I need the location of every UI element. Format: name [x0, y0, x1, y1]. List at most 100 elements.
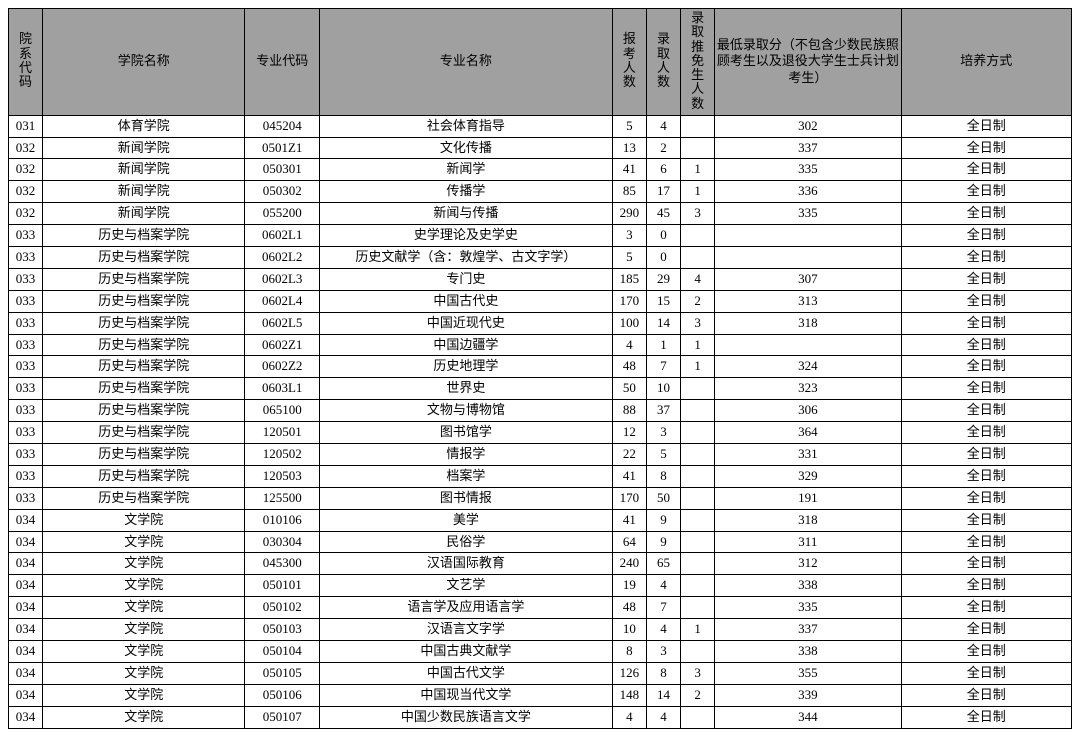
cell-dept_name: 历史与档案学院 — [43, 247, 245, 269]
cell-dept_code: 034 — [9, 597, 43, 619]
cell-major_name: 汉语国际教育 — [319, 553, 612, 575]
cell-dept_name: 文学院 — [43, 641, 245, 663]
cell-dept_code: 034 — [9, 641, 43, 663]
cell-applicants: 170 — [612, 290, 646, 312]
cell-applicants: 13 — [612, 137, 646, 159]
cell-dept_name: 文学院 — [43, 619, 245, 641]
table-row: 033历史与档案学院120503档案学418329全日制 — [9, 465, 1072, 487]
table-row: 031体育学院045204社会体育指导54302全日制 — [9, 115, 1072, 137]
table-row: 033历史与档案学院0602L4中国古代史170152313全日制 — [9, 290, 1072, 312]
cell-dept_name: 历史与档案学院 — [43, 444, 245, 466]
table-row: 033历史与档案学院065100文物与博物馆8837306全日制 — [9, 400, 1072, 422]
table-row: 034文学院050103汉语言文字学1041337全日制 — [9, 619, 1072, 641]
cell-major_code: 0501Z1 — [245, 137, 320, 159]
cell-mode: 全日制 — [901, 509, 1071, 531]
cell-applicants: 3 — [612, 225, 646, 247]
cell-dept_name: 历史与档案学院 — [43, 487, 245, 509]
cell-major_name: 社会体育指导 — [319, 115, 612, 137]
cell-exempt: 3 — [681, 312, 715, 334]
cell-major_code: 050302 — [245, 181, 320, 203]
cell-mode: 全日制 — [901, 597, 1071, 619]
cell-mode: 全日制 — [901, 137, 1071, 159]
table-row: 033历史与档案学院0602L2历史文献学（含：敦煌学、古文字学）50全日制 — [9, 247, 1072, 269]
cell-applicants: 22 — [612, 444, 646, 466]
cell-major_name: 情报学 — [319, 444, 612, 466]
cell-mode: 全日制 — [901, 356, 1071, 378]
cell-admitted: 50 — [646, 487, 680, 509]
cell-major_name: 中国古代文学 — [319, 662, 612, 684]
table-row: 034文学院050106中国现当代文学148142339全日制 — [9, 684, 1072, 706]
cell-mode: 全日制 — [901, 487, 1071, 509]
cell-admitted: 3 — [646, 422, 680, 444]
table-header-row: 院系代码 学院名称 专业代码 专业名称 报考人数 录取人数 录取推免生人数 最低… — [9, 9, 1072, 116]
cell-applicants: 170 — [612, 487, 646, 509]
cell-mode: 全日制 — [901, 312, 1071, 334]
cell-admitted: 10 — [646, 378, 680, 400]
cell-dept_name: 历史与档案学院 — [43, 312, 245, 334]
table-row: 033历史与档案学院125500图书情报17050191全日制 — [9, 487, 1072, 509]
cell-applicants: 41 — [612, 509, 646, 531]
cell-mode: 全日制 — [901, 575, 1071, 597]
table-row: 033历史与档案学院0602L5中国近现代史100143318全日制 — [9, 312, 1072, 334]
cell-mode: 全日制 — [901, 115, 1071, 137]
cell-min_score: 339 — [715, 684, 901, 706]
cell-admitted: 0 — [646, 247, 680, 269]
cell-dept_code: 034 — [9, 553, 43, 575]
cell-mode: 全日制 — [901, 378, 1071, 400]
cell-min_score: 335 — [715, 203, 901, 225]
cell-dept_name: 文学院 — [43, 575, 245, 597]
cell-applicants: 126 — [612, 662, 646, 684]
cell-major_name: 语言学及应用语言学 — [319, 597, 612, 619]
table-row: 033历史与档案学院120502情报学225331全日制 — [9, 444, 1072, 466]
cell-admitted: 1 — [646, 334, 680, 356]
cell-dept_code: 033 — [9, 247, 43, 269]
cell-dept_name: 历史与档案学院 — [43, 268, 245, 290]
cell-major_code: 0602Z2 — [245, 356, 320, 378]
cell-min_score: 191 — [715, 487, 901, 509]
cell-dept_code: 032 — [9, 159, 43, 181]
cell-exempt — [681, 422, 715, 444]
cell-dept_code: 032 — [9, 203, 43, 225]
table-row: 033历史与档案学院0602Z1中国边疆学411全日制 — [9, 334, 1072, 356]
cell-mode: 全日制 — [901, 531, 1071, 553]
cell-dept_code: 032 — [9, 181, 43, 203]
cell-major_name: 图书情报 — [319, 487, 612, 509]
header-dept-code: 院系代码 — [9, 9, 43, 116]
cell-min_score — [715, 334, 901, 356]
cell-mode: 全日制 — [901, 290, 1071, 312]
cell-min_score — [715, 225, 901, 247]
cell-mode: 全日制 — [901, 641, 1071, 663]
cell-mode: 全日制 — [901, 444, 1071, 466]
header-admitted: 录取人数 — [646, 9, 680, 116]
cell-admitted: 5 — [646, 444, 680, 466]
table-row: 032新闻学院050301新闻学4161335全日制 — [9, 159, 1072, 181]
cell-major_code: 050107 — [245, 706, 320, 728]
cell-min_score — [715, 247, 901, 269]
table-row: 032新闻学院050302传播学85171336全日制 — [9, 181, 1072, 203]
cell-mode: 全日制 — [901, 422, 1071, 444]
cell-major_code: 050301 — [245, 159, 320, 181]
table-row: 033历史与档案学院120501图书馆学123364全日制 — [9, 422, 1072, 444]
cell-major_code: 050103 — [245, 619, 320, 641]
cell-major_name: 中国少数民族语言文学 — [319, 706, 612, 728]
cell-major_code: 045300 — [245, 553, 320, 575]
cell-exempt — [681, 531, 715, 553]
cell-admitted: 8 — [646, 465, 680, 487]
cell-admitted: 37 — [646, 400, 680, 422]
cell-exempt: 3 — [681, 203, 715, 225]
cell-mode: 全日制 — [901, 684, 1071, 706]
cell-applicants: 85 — [612, 181, 646, 203]
cell-dept_code: 033 — [9, 356, 43, 378]
cell-major_name: 史学理论及史学史 — [319, 225, 612, 247]
table-row: 034文学院050102语言学及应用语言学487335全日制 — [9, 597, 1072, 619]
cell-min_score: 311 — [715, 531, 901, 553]
cell-dept_code: 034 — [9, 509, 43, 531]
cell-min_score: 323 — [715, 378, 901, 400]
cell-min_score: 336 — [715, 181, 901, 203]
header-dept-name: 学院名称 — [43, 9, 245, 116]
cell-min_score: 313 — [715, 290, 901, 312]
cell-major_name: 中国边疆学 — [319, 334, 612, 356]
cell-applicants: 100 — [612, 312, 646, 334]
cell-major_code: 0602L4 — [245, 290, 320, 312]
cell-dept_name: 体育学院 — [43, 115, 245, 137]
